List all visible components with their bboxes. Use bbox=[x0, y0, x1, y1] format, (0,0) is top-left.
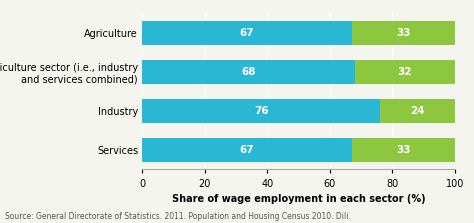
Bar bbox=[142, 21, 352, 45]
Text: Source: General Directorate of Statistics. 2011. Population and Housing Census 2: Source: General Directorate of Statistic… bbox=[5, 212, 351, 221]
Bar bbox=[142, 138, 352, 162]
Text: 24: 24 bbox=[410, 106, 425, 116]
X-axis label: Share of wage employment in each sector (%): Share of wage employment in each sector … bbox=[172, 194, 426, 204]
Text: 68: 68 bbox=[241, 67, 256, 77]
Bar bbox=[355, 60, 455, 84]
Bar bbox=[142, 60, 355, 84]
Bar bbox=[142, 99, 380, 123]
Text: 76: 76 bbox=[254, 106, 268, 116]
Bar bbox=[352, 138, 455, 162]
Text: 67: 67 bbox=[240, 28, 255, 38]
Bar bbox=[380, 99, 455, 123]
Text: 33: 33 bbox=[396, 145, 410, 155]
Text: 32: 32 bbox=[398, 67, 412, 77]
Text: 33: 33 bbox=[396, 28, 410, 38]
Text: 67: 67 bbox=[240, 145, 255, 155]
Bar bbox=[352, 21, 455, 45]
